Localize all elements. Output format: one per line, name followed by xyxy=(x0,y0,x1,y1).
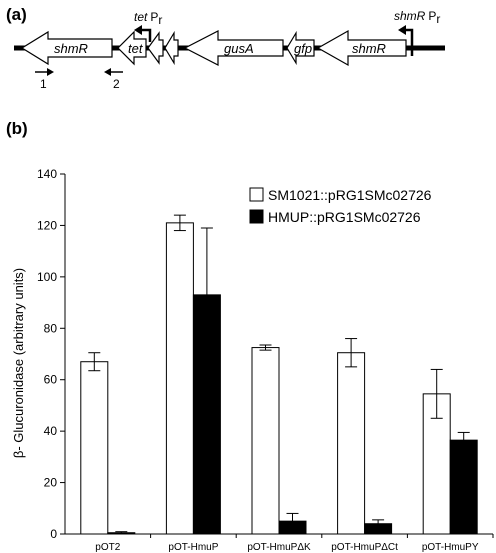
y-tick-label: 100 xyxy=(37,270,57,284)
primer-1-head xyxy=(47,68,54,76)
panel-a: (a) shmR tet gusA gfp shmR tet Pr shmR Pr … xyxy=(6,5,445,91)
bar-sm1021 xyxy=(80,361,109,535)
tet-promoter-arrow-line xyxy=(139,28,152,42)
x-tick-label: pOT-HmuPΔK xyxy=(247,542,311,553)
y-tick-label: 140 xyxy=(37,167,57,181)
tet-arrow xyxy=(117,30,147,66)
small-orf-1-arrow xyxy=(147,31,164,65)
bar-sm1021 xyxy=(337,352,366,535)
tet-promoter-label: tet Pr xyxy=(134,10,162,27)
shmR-right-arrow xyxy=(316,29,407,67)
y-tick-label: 80 xyxy=(44,321,58,335)
bar-sm1021 xyxy=(165,222,194,535)
y-tick-label: 40 xyxy=(44,424,58,438)
gene-label-shmR-right: shmR xyxy=(352,41,386,56)
bar-chart: 0 20 40 60 80 100 120 140 pOT2 pOT-HmuP pOT-HmuPΔK… xyxy=(37,167,494,553)
gfp-arrow xyxy=(286,30,315,66)
y-tick-label: 60 xyxy=(44,373,58,387)
y-tick-label: 120 xyxy=(37,218,57,232)
shmR-promoter-arrowhead xyxy=(398,25,406,35)
x-tick-label: pOT2 xyxy=(95,542,120,553)
panel-a-label: (a) xyxy=(6,5,27,24)
tet-promoter-arrowhead xyxy=(134,25,142,35)
shmR-left-arrow xyxy=(20,30,113,66)
gusA-arrow xyxy=(183,30,284,66)
primer-2-label: 2 xyxy=(113,77,120,91)
y-tick-label: 20 xyxy=(44,476,58,490)
bar-hmup xyxy=(449,439,478,535)
shmR-promoter-label: shmR Pr xyxy=(394,9,440,26)
small-orf-2-arrow xyxy=(164,30,179,66)
bar-sm1021 xyxy=(251,347,280,535)
gene-label-gusA: gusA xyxy=(224,41,254,56)
y-axis-label: β- Glucuronidase (arbitrary units) xyxy=(11,268,26,458)
x-tick-label: pOT-HmuPY xyxy=(422,542,479,553)
gene-label-shmR-left: shmR xyxy=(54,41,88,56)
y-tick-label: 0 xyxy=(50,527,57,541)
primer-1-label: 1 xyxy=(40,77,47,91)
gene-label-tet: tet xyxy=(128,41,144,56)
gene-label-gfp: gfp xyxy=(294,41,312,56)
panel-b-label: (b) xyxy=(6,119,28,138)
primer-2-head xyxy=(104,68,111,76)
legend-swatch xyxy=(249,209,264,224)
x-tick-label: pOT-HmuPΔCt xyxy=(331,542,398,553)
legend-label: SM1021::pRG1SMc02726 xyxy=(268,187,432,203)
legend-label: HMUP::pRG1SMc02726 xyxy=(268,209,421,225)
legend-swatch xyxy=(249,187,264,202)
x-tick-label: pOT-HmuP xyxy=(168,542,218,553)
